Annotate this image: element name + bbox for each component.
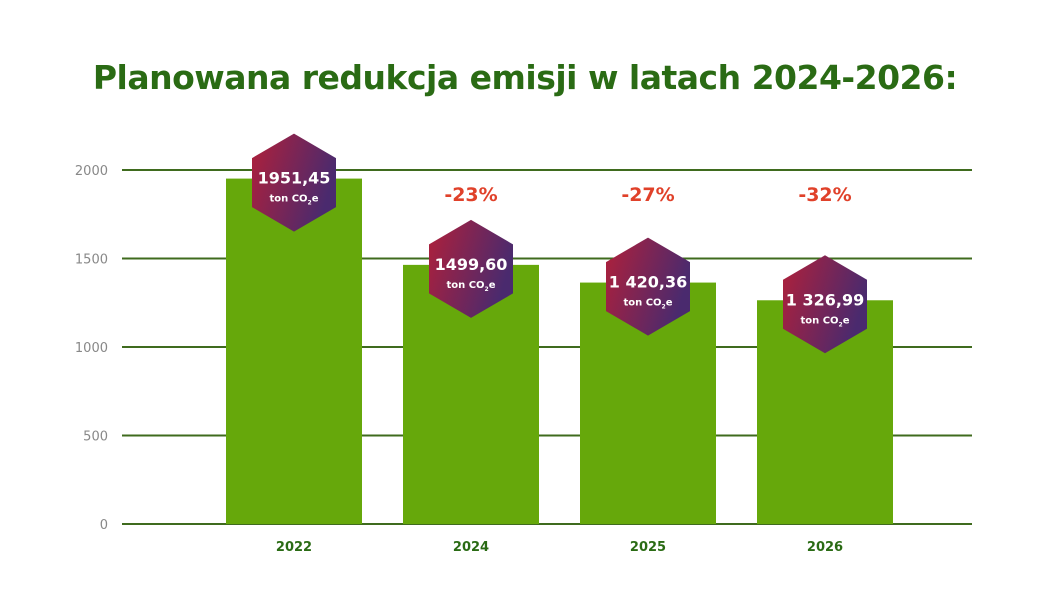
data-label: 1 326,99 <box>786 290 864 309</box>
y-tick-label: 500 <box>83 430 108 445</box>
y-tick-label: 2000 <box>75 164 108 179</box>
chart-title: Planowana redukcja emisji w latach 2024-… <box>92 58 958 97</box>
reduction-label: -32% <box>798 184 851 206</box>
unit-label: ton CO2e <box>446 280 495 293</box>
unit-label: ton CO2e <box>269 194 318 207</box>
bar <box>226 178 362 524</box>
unit-label: ton CO2e <box>800 315 849 328</box>
data-label: 1499,60 <box>435 255 508 274</box>
value-hexagon <box>783 255 867 354</box>
bars-layer <box>226 178 893 524</box>
x-tick-label: 2026 <box>807 540 843 555</box>
data-label: 1951,45 <box>258 169 331 188</box>
y-tick-label: 1000 <box>75 341 108 356</box>
reduction-label: -23% <box>444 184 497 206</box>
reduction-label: -27% <box>621 184 674 206</box>
y-tick-label: 0 <box>100 518 108 533</box>
unit-label: ton CO2e <box>623 298 672 311</box>
x-tick-label: 2025 <box>630 540 666 555</box>
value-hexagon <box>429 219 513 318</box>
value-hexagon <box>606 237 690 336</box>
x-tick-label: 2024 <box>453 540 489 555</box>
y-tick-label: 1500 <box>75 253 108 268</box>
labels-layer: 0 500 1000 1500 2000 2022 1951,45 ton CO2e 2024 1… <box>75 133 867 555</box>
data-label: 1 420,36 <box>609 273 687 292</box>
value-hexagon <box>252 133 336 232</box>
x-tick-label: 2022 <box>276 540 312 555</box>
